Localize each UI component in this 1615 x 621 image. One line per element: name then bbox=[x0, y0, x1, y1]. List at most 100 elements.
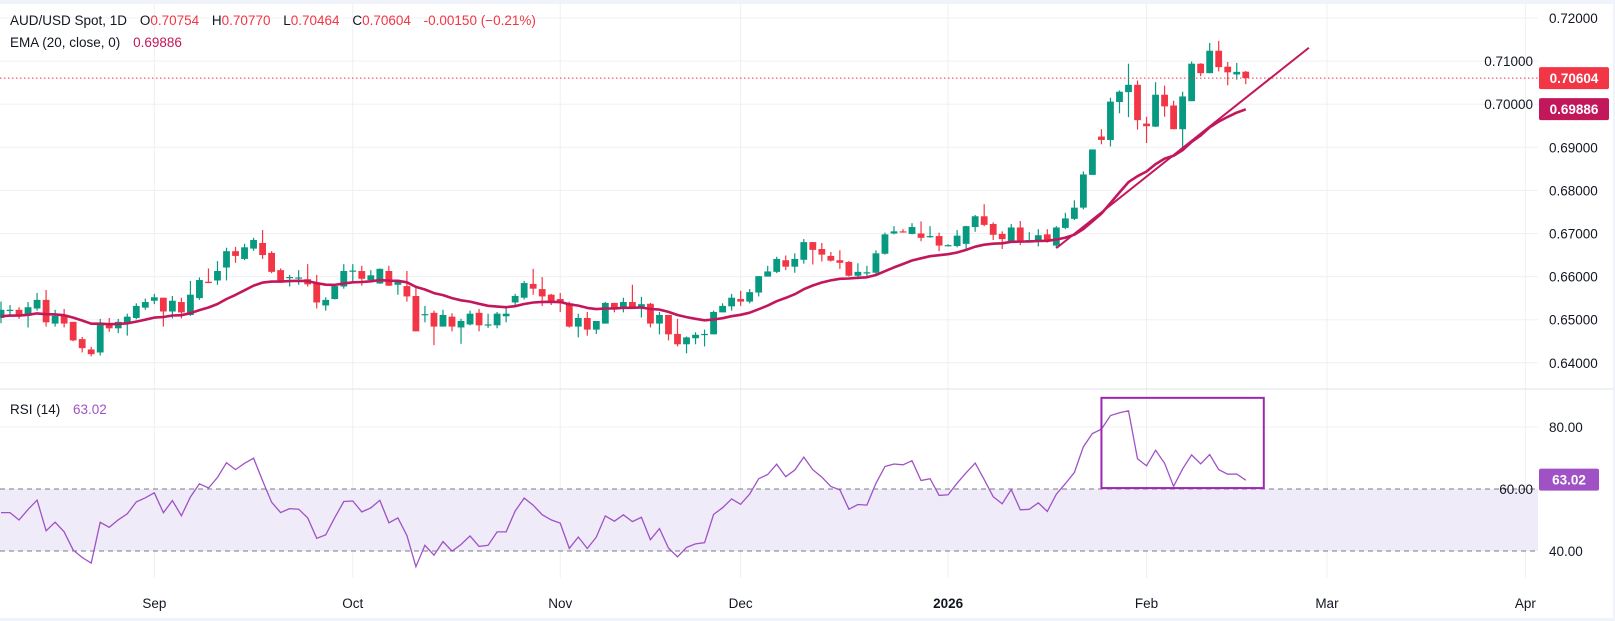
candle bbox=[250, 237, 257, 251]
candle-body bbox=[1016, 227, 1024, 241]
rsi-legend[interactable]: RSI (14) 63.02 bbox=[10, 402, 107, 417]
candle bbox=[601, 302, 609, 324]
candle-body bbox=[1206, 50, 1214, 74]
candle-body bbox=[159, 297, 167, 312]
candle-body bbox=[665, 314, 672, 335]
candle-body bbox=[764, 271, 772, 277]
candle-body bbox=[412, 295, 420, 332]
candle bbox=[890, 226, 898, 235]
candle bbox=[800, 239, 808, 264]
candle-body bbox=[1224, 66, 1232, 73]
candle bbox=[394, 280, 402, 295]
candle bbox=[1179, 91, 1187, 149]
candle-body bbox=[1161, 94, 1168, 107]
candle bbox=[1107, 97, 1114, 147]
trendline[interactable] bbox=[1055, 46, 1310, 249]
rsi-annotation-box[interactable] bbox=[1100, 396, 1265, 490]
rsi-label: RSI (14) bbox=[10, 402, 61, 417]
candle-body bbox=[1043, 234, 1051, 241]
last-price-badge-label: 0.70604 bbox=[1550, 71, 1599, 86]
high-value: 0.70770 bbox=[221, 13, 271, 28]
rsi-line[interactable] bbox=[1, 410, 1247, 569]
candle bbox=[232, 246, 239, 263]
candle bbox=[367, 270, 375, 281]
candle bbox=[872, 250, 880, 275]
candle-body bbox=[971, 216, 979, 228]
candle bbox=[1215, 40, 1223, 72]
price-tick-label: 0.72000 bbox=[1549, 11, 1598, 26]
candle bbox=[430, 310, 438, 346]
candle-body bbox=[196, 280, 203, 299]
candle-body bbox=[773, 258, 781, 272]
candle-body bbox=[755, 276, 763, 293]
candle bbox=[1007, 224, 1015, 243]
candle bbox=[971, 214, 979, 232]
candle-body bbox=[475, 312, 483, 326]
candle-body bbox=[69, 321, 77, 341]
overlays bbox=[0, 46, 1538, 490]
candle-body bbox=[1134, 84, 1141, 121]
ema-price-badge-label: 0.69886 bbox=[1550, 102, 1599, 117]
candle-body bbox=[962, 226, 970, 244]
candle bbox=[421, 305, 429, 323]
candle-body bbox=[340, 270, 348, 287]
candle bbox=[511, 293, 519, 307]
candle bbox=[520, 280, 528, 300]
ema-legend[interactable]: EMA (20, close, 0) 0.69886 bbox=[10, 35, 182, 50]
price-tick-label: 0.64000 bbox=[1549, 356, 1598, 371]
candle-body bbox=[259, 242, 266, 256]
price-tick-label: 0.65000 bbox=[1549, 313, 1598, 328]
candle-body bbox=[132, 305, 140, 318]
candle bbox=[0, 301, 5, 324]
candle bbox=[322, 297, 330, 311]
candle bbox=[1170, 100, 1177, 130]
candle-body bbox=[430, 312, 438, 327]
candle-body bbox=[818, 249, 826, 255]
candle bbox=[836, 250, 844, 269]
candle bbox=[917, 221, 925, 242]
candle bbox=[1125, 63, 1132, 118]
candle bbox=[827, 252, 835, 262]
candle-body bbox=[926, 236, 934, 238]
candle bbox=[656, 311, 663, 335]
candle-body bbox=[96, 323, 104, 353]
price-tick-label: 0.69000 bbox=[1549, 140, 1598, 155]
candle-body bbox=[619, 302, 627, 308]
change-value: -0.00150 (−0.21%) bbox=[423, 13, 536, 28]
candle-body bbox=[214, 270, 221, 281]
price-tick-label: 0.71000 bbox=[1484, 54, 1533, 69]
candle-body bbox=[1143, 123, 1150, 127]
candle bbox=[1152, 82, 1159, 128]
candle-body bbox=[1034, 235, 1042, 241]
candle-body bbox=[881, 234, 889, 254]
candle-body bbox=[701, 333, 708, 336]
time-tick-label: Apr bbox=[1515, 596, 1537, 611]
candle bbox=[665, 314, 672, 341]
candle-body bbox=[1089, 149, 1096, 175]
candle bbox=[1098, 129, 1105, 145]
candle-body bbox=[565, 303, 573, 327]
candle-body bbox=[737, 299, 745, 302]
candle bbox=[150, 293, 158, 305]
candle bbox=[529, 268, 537, 295]
time-tick-label: Dec bbox=[729, 596, 753, 611]
candle-body bbox=[863, 272, 871, 274]
candle bbox=[629, 284, 636, 309]
candle-body bbox=[448, 316, 456, 327]
candle bbox=[313, 274, 321, 309]
candle bbox=[719, 303, 726, 313]
candle bbox=[746, 289, 754, 304]
candle-body bbox=[0, 309, 5, 318]
candle-body bbox=[944, 245, 952, 247]
candle bbox=[1080, 171, 1087, 210]
candle bbox=[728, 293, 736, 311]
symbol-title[interactable]: AUD/USD Spot, 1D bbox=[10, 13, 128, 28]
candle-body bbox=[1188, 63, 1196, 102]
open-value: 0.70754 bbox=[150, 13, 200, 28]
candle-body bbox=[890, 231, 898, 234]
ema-line[interactable] bbox=[0, 108, 1247, 326]
axes: 0.72000 0.71000 0.70000 0.69000 0.68000 0.670… bbox=[142, 11, 1609, 611]
candle bbox=[692, 332, 699, 345]
candle bbox=[385, 265, 393, 287]
